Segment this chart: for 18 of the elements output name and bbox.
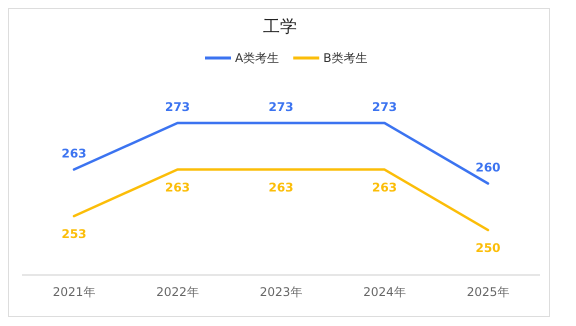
chart-title: 工学 [263,17,297,37]
data-label: 263 [372,180,398,195]
x-tick-label: 2021年 [52,285,96,299]
x-tick-label: 2024年 [363,285,406,299]
data-label: 273 [372,100,398,114]
data-label: 250 [475,241,501,256]
x-tick-label: 2025年 [466,285,510,299]
data-label: 273 [164,100,190,114]
data-label: 263 [268,180,294,195]
x-tick-label: 2022年 [156,285,199,299]
data-label: 253 [61,227,87,242]
data-label: 273 [268,100,294,114]
legend-label: B类考生 [323,51,368,65]
data-label: 263 [61,146,87,161]
data-label: 260 [475,160,501,174]
x-tick-label: 2023年 [260,285,302,299]
legend-label: A类考生 [235,51,280,65]
data-label: 263 [164,180,190,195]
